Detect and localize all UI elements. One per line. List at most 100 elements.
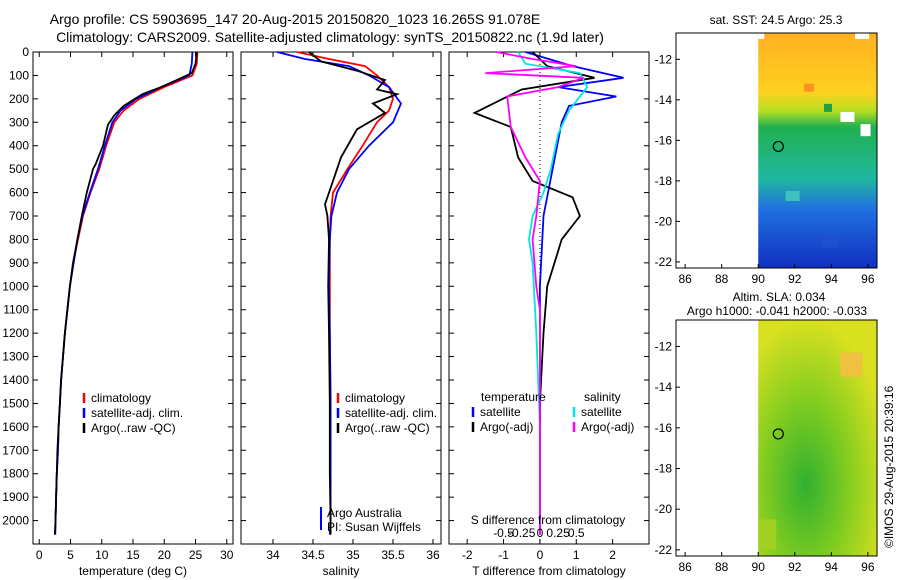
y-tick-label: 1400 [2,373,29,387]
x-tick-label: 34.5 [301,548,325,562]
y-tick-label: -18 [655,462,673,476]
y-tick-label: 1500 [2,396,29,410]
x2-tick-label: 0.5 [568,526,585,540]
legend-label: Argo(..raw -QC) [345,421,430,435]
x2-tick-label: 0 [537,526,544,540]
series-line [54,51,194,535]
y-tick-label: 400 [9,139,29,153]
series-line [296,51,394,535]
y-tick-label: 900 [9,256,29,270]
y-tick-label: 1700 [2,443,29,457]
legend-label: Argo(-adj) [581,420,634,434]
y-tick-label: 0 [22,45,29,59]
y-tick-label: -14 [655,93,673,107]
x-tick-label: 35 [346,548,360,562]
map-title: Altim. SLA: 0.034 [733,290,826,304]
series-line [472,51,595,535]
y-tick-label: -12 [655,52,673,66]
series-line [308,51,401,535]
x-tick-label: 2 [609,548,616,562]
argo-position-marker [772,140,784,153]
series-line [276,51,403,535]
y-tick-label: 100 [9,68,29,82]
annotation-line: PI: Susan Wijffels [327,520,421,534]
x-axis-label: salinity [323,564,360,578]
y-tick-label: 600 [9,186,29,200]
x-tick-label: 94 [825,272,839,286]
temperature-profile-panel: 0 5 10 15 20 25 300100200300400500600700800900… [2,45,233,578]
x2-tick-label: -0.25 [508,526,536,540]
y-tick-label: -16 [655,421,673,435]
field-cell [822,237,839,248]
field-cell [855,33,870,39]
map-frame [675,319,878,557]
plot-frame [32,51,234,545]
map-frame [675,32,878,269]
annotation-line: Argo Australia [327,506,402,520]
legend-label: Argo(..raw -QC) [91,421,176,435]
x-tick-label: 86 [678,560,692,574]
y-tick-label: -16 [655,133,673,147]
x-tick-label: -1 [498,548,509,562]
x-tick-label: -2 [462,548,473,562]
x-tick-label: 25 [189,548,203,562]
legend-label: climatology [345,391,405,405]
y-tick-label: 500 [9,162,29,176]
y-tick-label: -20 [655,214,673,228]
y-tick-label: 1800 [2,467,29,481]
y-tick-label: -22 [655,255,673,269]
x2-axis-label: S difference from climatology [471,513,626,527]
field-cell [785,191,800,202]
field-cell [840,352,863,377]
y-tick-label: 700 [9,209,29,223]
header-line-1: Argo profile: CS 5903695_147 20-Aug-2015… [50,11,540,27]
y-tick-label: 1600 [2,420,29,434]
x-tick-label: 5 [67,548,74,562]
field-cell [803,83,814,92]
map-title: sat. SST: 24.5 Argo: 25.3 [710,13,843,27]
field-cell [860,124,871,137]
x-tick-label: 86 [678,272,692,286]
legend-label: satellite-adj. clim. [91,406,183,420]
y-tick-label: 300 [9,115,29,129]
legend-label: satellite [480,405,521,419]
x-tick-label: 90 [752,560,766,574]
legend-label: satellite-adj. clim. [345,406,437,420]
series-line [485,51,584,535]
series-line [54,51,198,535]
x-tick-label: 92 [788,272,802,286]
salinity-profile-panel: 34 34.5 35 35.5 36 salinity climatologysatelli… [240,51,442,578]
x-tick-label: 88 [715,272,729,286]
x-axis-label: T difference from climatology [472,564,626,578]
x-tick-label: 88 [715,560,729,574]
header-line-2: Climatology: CARS2009. Satellite-adjuste… [56,29,604,45]
y-tick-label: 1200 [2,326,29,340]
legend-label: satellite [581,405,622,419]
difference-profile-panel: -2 -1 0 1 2 T difference from climatology -0.5… [448,51,650,578]
field-cell [824,103,833,112]
x-tick-label: 92 [788,560,802,574]
y-tick-label: 2000 [2,514,29,528]
x-tick-label: 20 [158,548,172,562]
x-tick-label: 15 [126,548,140,562]
sst-map-panel: sat. SST: 24.5 Argo: 25.3 86 88 90 92 94 96 -12… [655,13,878,286]
plot-frame [448,51,650,545]
x-tick-label: 96 [861,560,875,574]
x-tick-label: 36 [426,548,440,562]
x-tick-label: 30 [220,548,234,562]
x-tick-label: 35.5 [381,548,405,562]
imos-credit: ©IMOS 29-Aug-2015 20:39:16 [882,385,896,548]
field-cell [758,33,765,39]
y-tick-label: 200 [9,92,29,106]
y-tick-label: 1900 [2,490,29,504]
y-tick-label: 1100 [3,303,29,317]
legend-label: climatology [91,391,151,405]
map-subtitle: Argo h1000: -0.041 h2000: -0.033 [687,304,867,318]
x-tick-label: 96 [861,272,875,286]
y-tick-label: -20 [655,502,673,516]
y-tick-label: 1000 [2,279,29,293]
x-tick-label: 1 [573,548,580,562]
legend-label: Argo(-adj) [480,420,533,434]
x-tick-label: 0 [537,548,544,562]
